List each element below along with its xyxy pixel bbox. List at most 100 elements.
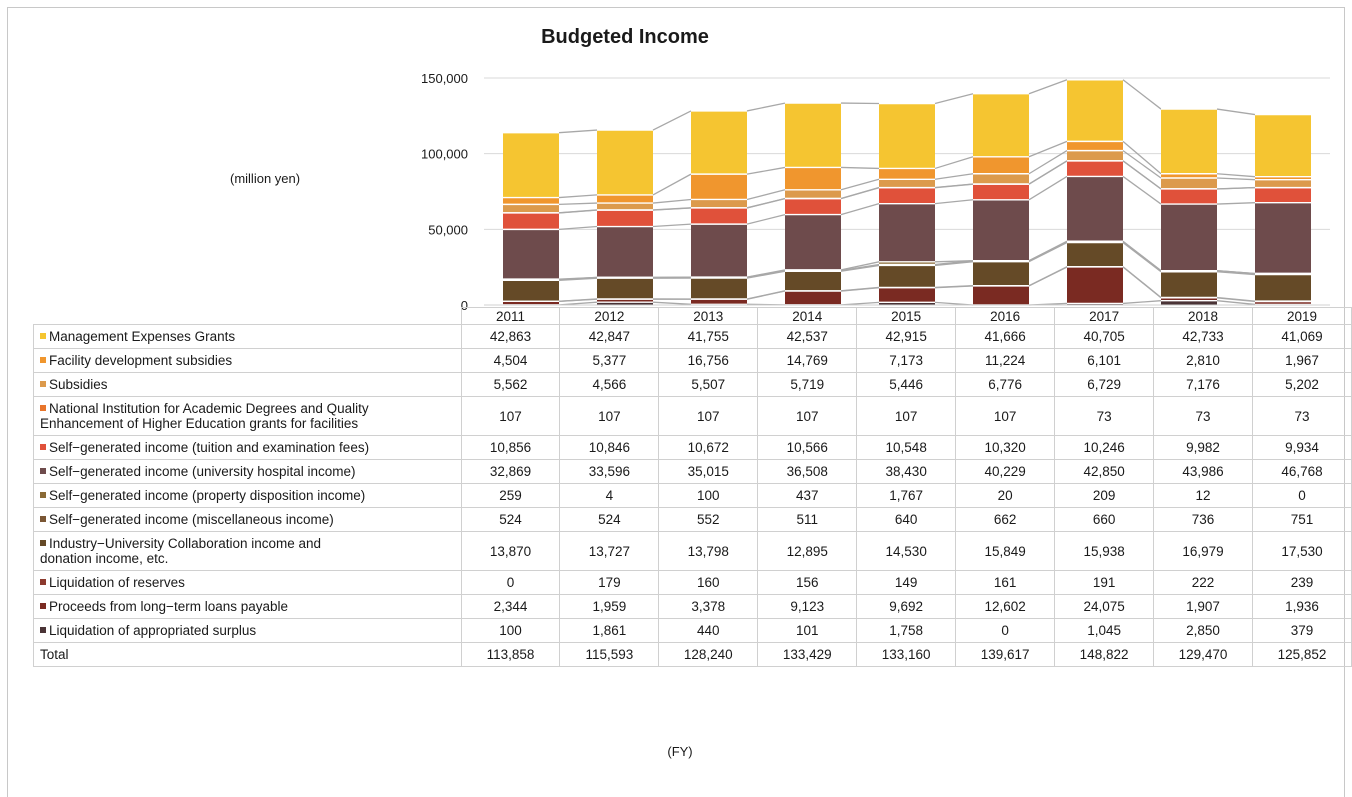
data-label: 42,537 (758, 325, 857, 349)
data-label: 5,562 (461, 373, 560, 397)
bar-segment (597, 227, 653, 278)
legend-swatch (40, 468, 46, 474)
legend-label: Enhancement of Higher Education grants f… (40, 416, 358, 431)
table-row: Industry−University Collaboration income… (34, 532, 1352, 571)
data-label: 17,530 (1253, 532, 1352, 571)
data-label: 100 (659, 484, 758, 508)
data-label: 209 (1055, 484, 1154, 508)
data-label: 552 (659, 508, 758, 532)
y-tick-label: 50,000 (428, 222, 468, 237)
total-value: 113,858 (461, 643, 560, 667)
total-value: 129,470 (1154, 643, 1253, 667)
bar-segment (879, 188, 935, 204)
data-label: 14,769 (758, 349, 857, 373)
bar-segment (691, 224, 747, 277)
data-label: 736 (1154, 508, 1253, 532)
bar-segment (597, 195, 653, 203)
data-label: 0 (956, 619, 1055, 643)
legend-label: Industry−University Collaboration income… (49, 536, 321, 551)
series-line (935, 286, 973, 288)
legend-label: Self−generated income (university hospit… (49, 464, 356, 479)
bar-segment (879, 265, 935, 287)
data-label: 222 (1154, 571, 1253, 595)
bar-segment (691, 199, 747, 207)
data-label: 5,202 (1253, 373, 1352, 397)
data-label: 10,566 (758, 436, 857, 460)
series-line (747, 167, 785, 174)
data-label: 9,934 (1253, 436, 1352, 460)
table-row: Proceeds from long−term loans payable 2,3… (34, 595, 1352, 619)
data-label: 42,863 (461, 325, 560, 349)
x-tick-label: 2015 (857, 308, 956, 325)
bar-segment (1067, 141, 1123, 150)
series-line (1029, 267, 1067, 286)
data-label: 107 (560, 397, 659, 436)
series-line (841, 179, 879, 190)
data-label: 12,602 (956, 595, 1055, 619)
series-line (1029, 80, 1067, 94)
bar-segment (785, 291, 841, 305)
y-tick-label: 100,000 (421, 147, 468, 162)
data-label: 259 (461, 484, 560, 508)
series-line (747, 198, 785, 207)
data-label: 42,915 (857, 325, 956, 349)
series-line (559, 210, 597, 213)
table-row: Self−generated income (tuition and exami… (34, 436, 1352, 460)
series-line (1217, 178, 1255, 180)
bar-segment (1067, 176, 1123, 241)
table-row: National Institution for Academic Degree… (34, 397, 1352, 436)
legend-swatch (40, 381, 46, 387)
legend-label: Proceeds from long−term loans payable (49, 599, 288, 614)
data-label: 1,959 (560, 595, 659, 619)
bar-segment (973, 174, 1029, 184)
series-line (653, 111, 691, 130)
data-label: 15,938 (1055, 532, 1154, 571)
bar-segment (503, 204, 559, 212)
series-line (559, 130, 597, 133)
data-label: 239 (1253, 571, 1352, 595)
bar-segment (503, 213, 559, 229)
series-line (747, 190, 785, 200)
legend-label: Facility development subsidies (49, 353, 232, 368)
data-label: 10,246 (1055, 436, 1154, 460)
legend-label: National Institution for Academic Degree… (49, 401, 369, 416)
series-line (841, 204, 879, 215)
bar-segment (1161, 189, 1217, 204)
data-label: 43,986 (1154, 460, 1253, 484)
legend-swatch (40, 405, 46, 411)
total-value: 133,160 (857, 643, 956, 667)
data-label: 36,508 (758, 460, 857, 484)
table-row: Self−generated income (university hospit… (34, 460, 1352, 484)
series-line (935, 157, 973, 169)
bar-segment (503, 198, 559, 205)
bar-segment (973, 157, 1029, 174)
data-label: 2,810 (1154, 349, 1253, 373)
series-line (935, 94, 973, 104)
data-label: 13,870 (461, 532, 560, 571)
series-line (559, 302, 597, 305)
series-line (653, 302, 691, 304)
data-label: 32,869 (461, 460, 560, 484)
series-line (1123, 267, 1161, 298)
bar-segment (1255, 275, 1311, 302)
data-label: 7,173 (857, 349, 956, 373)
bar-segment (691, 208, 747, 224)
data-label: 42,733 (1154, 325, 1253, 349)
data-label: 41,666 (956, 325, 1055, 349)
bar-segment (1255, 188, 1311, 203)
data-label: 7,176 (1154, 373, 1253, 397)
legend-entry: Self−generated income (university hospit… (34, 460, 462, 484)
data-label: 13,727 (560, 532, 659, 571)
legend-swatch (40, 627, 46, 633)
bar-segment (1067, 151, 1123, 161)
data-label: 4,504 (461, 349, 560, 373)
data-label: 10,846 (560, 436, 659, 460)
series-line (841, 287, 879, 290)
bar-segment (973, 184, 1029, 200)
data-label: 2,344 (461, 595, 560, 619)
